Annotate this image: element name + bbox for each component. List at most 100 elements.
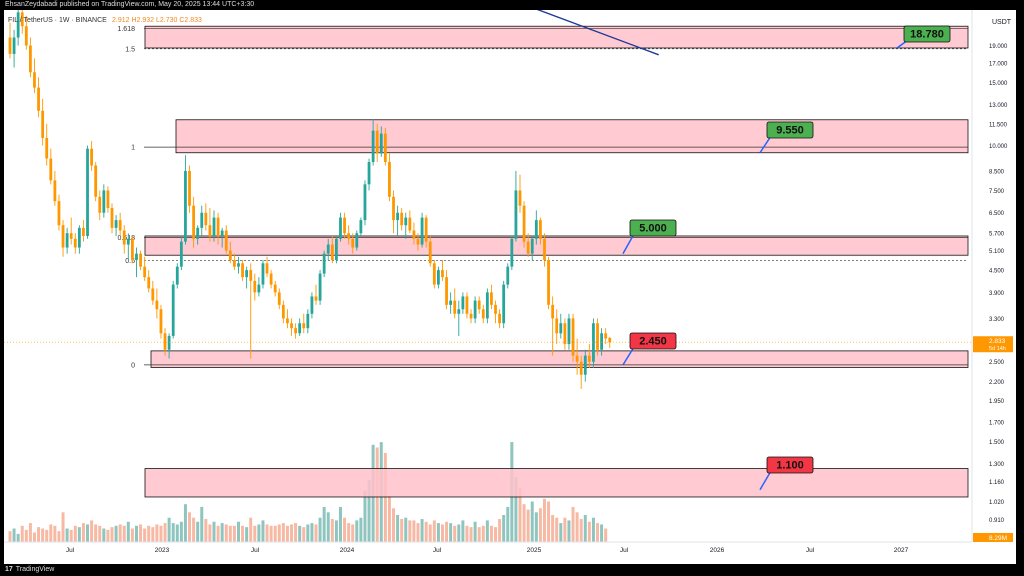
target-box — [766, 121, 814, 139]
volume-bar — [90, 520, 94, 542]
candle-body — [253, 280, 257, 293]
candle-body — [506, 266, 510, 285]
candle-body — [481, 309, 485, 319]
volume-bar — [428, 524, 432, 542]
tradingview-logo[interactable]: 17 TradingView — [5, 565, 54, 575]
candle-body — [188, 170, 191, 206]
volume-bar — [290, 524, 294, 542]
price-axis-tick: 15.000 — [989, 81, 1008, 87]
volume-bar — [351, 524, 355, 542]
candle-body — [404, 217, 408, 226]
volume-bar — [77, 527, 81, 542]
price-axis-tick: 17.000 — [989, 61, 1008, 67]
volume-bar — [28, 523, 32, 542]
candle-body — [175, 266, 179, 285]
candle-body — [33, 72, 36, 88]
volume-bar — [118, 524, 122, 542]
volume-tag — [973, 533, 1013, 542]
volume-bar — [400, 519, 404, 542]
candle-body — [502, 284, 506, 324]
volume-bar — [306, 524, 310, 542]
candle-body — [424, 217, 428, 242]
volume-bar — [547, 501, 551, 542]
fib-level-label: 1.5 — [125, 46, 135, 53]
volume-bar — [302, 527, 306, 542]
volume-bar — [432, 520, 436, 542]
candle-body — [45, 137, 49, 159]
time-axis-label: 2027 — [894, 547, 909, 554]
volume-bar — [587, 521, 591, 542]
candle-body — [379, 133, 383, 154]
price-chart[interactable]: 1.618 1.5 1 0.618 0.5 0 18.780 9.550 5.000 2.450… — [4, 10, 1016, 564]
candle-body — [159, 309, 163, 334]
footer-bar: 17 TradingView — [0, 564, 1024, 576]
volume-bar — [461, 520, 465, 542]
symbol-info: FIL / TetherUS · 1W · BINANCE — [8, 17, 107, 24]
target-label: 18.780 — [910, 29, 944, 41]
candle-body — [37, 87, 40, 111]
candle-body — [184, 170, 187, 242]
target-label: 1.100 — [776, 460, 804, 472]
candle-body — [408, 217, 412, 231]
candle-body — [20, 12, 24, 27]
candle-body — [347, 233, 351, 239]
target-label: 9.550 — [776, 125, 804, 137]
volume-bar — [383, 452, 387, 542]
candle-body — [567, 318, 571, 345]
price-axis-tick: 8.500 — [989, 169, 1005, 175]
volume-bar — [318, 517, 322, 542]
volume-bar — [208, 524, 212, 542]
volume-bar — [163, 523, 167, 542]
volume-bar — [355, 520, 359, 542]
volume-bar — [330, 519, 334, 542]
volume-bar — [139, 524, 143, 542]
volume-bar — [24, 529, 28, 542]
candle-body — [473, 300, 477, 319]
candle-body — [269, 273, 273, 285]
volume-bar — [45, 529, 49, 542]
volume-bar — [61, 512, 65, 542]
volume-bar — [465, 525, 469, 542]
volume-bar — [32, 532, 36, 542]
volume-bar — [412, 520, 416, 542]
zone-box — [175, 119, 969, 154]
volume-bar — [604, 528, 608, 542]
candle-body — [359, 220, 363, 234]
volume-bar — [249, 517, 253, 542]
target-pointer — [622, 346, 635, 366]
candle-body — [277, 292, 281, 305]
volume-bar — [171, 523, 175, 542]
candle-body — [343, 217, 346, 234]
chart-frame[interactable]: 1.618 1.5 1 0.618 0.5 0 18.780 9.550 5.000 2.450… — [4, 10, 1016, 564]
volume-bar — [86, 524, 90, 542]
volume-bar — [522, 504, 526, 542]
candle-body — [57, 201, 61, 226]
candle-body — [29, 45, 32, 73]
candle-body — [310, 296, 314, 314]
zone-box — [150, 350, 969, 368]
volume-bar — [420, 519, 424, 542]
candle-body — [306, 313, 310, 329]
price-countdown: 5d 14h — [989, 346, 1006, 352]
candle-body — [441, 270, 444, 278]
candle-body — [371, 130, 375, 163]
volume-bar — [212, 521, 216, 542]
volume-bar — [453, 525, 457, 542]
volume-bar — [534, 512, 538, 542]
price-axis-tick: 1.020 — [989, 500, 1005, 506]
candle-body — [98, 196, 102, 213]
candle-body — [587, 355, 591, 362]
candle-body — [530, 238, 534, 254]
candle-body — [114, 220, 118, 228]
top-bar: EhsanZeydabadi published on TradingView.… — [0, 0, 1024, 10]
candle-body — [16, 12, 20, 38]
volume-bar — [20, 525, 24, 542]
price-axis-tick: 2.200 — [989, 380, 1005, 386]
volume-bar — [122, 525, 126, 542]
volume-bar — [12, 528, 16, 542]
candle-body — [604, 333, 608, 339]
volume-bar — [424, 521, 428, 542]
volume-bar — [106, 529, 110, 542]
candle-body — [608, 337, 612, 343]
candle-body — [65, 233, 69, 248]
